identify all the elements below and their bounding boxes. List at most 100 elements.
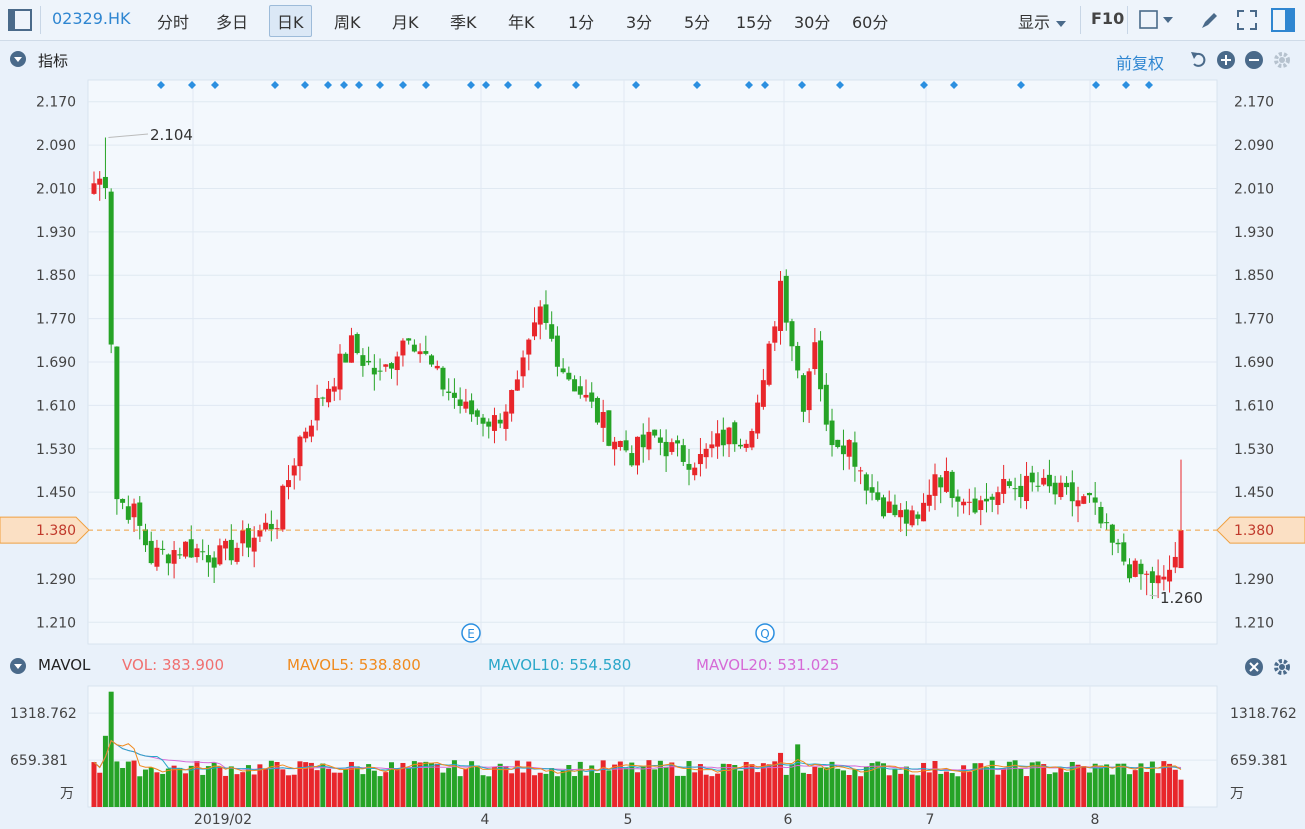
candle-body — [995, 492, 1001, 505]
volume-bar — [120, 767, 126, 807]
tab-timeshare[interactable]: 分时 — [157, 13, 190, 32]
candle-body — [1046, 474, 1052, 487]
tab-quarterly-k[interactable]: 季K — [450, 13, 477, 32]
volume-bar — [440, 772, 446, 807]
volume-bar — [749, 764, 755, 807]
volume-bar — [818, 767, 824, 807]
collapse-icon[interactable] — [10, 51, 26, 67]
candle-body — [532, 322, 538, 337]
candle-body — [331, 386, 337, 392]
candle-body — [692, 467, 698, 476]
volume-bar — [617, 761, 623, 807]
candle-body — [1161, 576, 1167, 580]
volume-bar — [583, 775, 589, 807]
event-diamond-marker — [1122, 81, 1130, 89]
brush-icon[interactable] — [1199, 9, 1221, 31]
candle-body — [1132, 560, 1138, 577]
volume-bar — [1052, 772, 1058, 807]
volume-bar — [366, 764, 372, 807]
volume-bar — [251, 774, 257, 807]
volume-bar — [543, 773, 549, 807]
zoom-out-icon[interactable] — [1244, 50, 1264, 70]
fullscreen-icon[interactable] — [1236, 9, 1258, 31]
tab-monthly-k[interactable]: 月K — [392, 13, 419, 32]
volume-bar — [589, 765, 595, 807]
y-tick-label-left: 1.210 — [36, 615, 76, 631]
volume-bar — [1121, 763, 1127, 807]
candle-body — [1075, 500, 1081, 507]
volume-bar — [1127, 774, 1133, 807]
candle-body — [286, 480, 292, 488]
square-select-icon[interactable] — [1139, 10, 1179, 30]
candle-body — [1029, 472, 1035, 483]
candle-body — [1167, 569, 1173, 582]
settings-gear-icon[interactable] — [1272, 50, 1292, 70]
candle-body — [366, 360, 372, 363]
tab-3min[interactable]: 3分 — [626, 13, 653, 32]
candle-body — [160, 548, 166, 550]
candle-body — [1024, 475, 1030, 502]
candle-body — [491, 415, 497, 431]
candle-body — [840, 445, 846, 455]
candle-body — [686, 463, 692, 470]
volume-bar — [892, 768, 898, 807]
close-volume-icon[interactable] — [1244, 657, 1264, 677]
candle-body — [102, 176, 108, 189]
tab-1min[interactable]: 1分 — [568, 13, 595, 32]
volume-bar — [652, 769, 658, 807]
stock-symbol[interactable]: 02329.HK — [52, 9, 131, 28]
volume-bar — [491, 766, 497, 807]
y-tick-label-right: 1.290 — [1234, 572, 1274, 588]
candle-body — [394, 356, 400, 371]
volume-settings-icon[interactable] — [1272, 657, 1292, 677]
event-diamond-marker — [920, 81, 928, 89]
volume-bar — [377, 776, 383, 807]
volume-indicator-label[interactable]: MAVOL — [38, 656, 91, 674]
volume-bar — [160, 773, 166, 807]
volume-bar — [308, 762, 314, 807]
tab-daily-k[interactable]: 日K — [269, 5, 312, 37]
volume-bar — [852, 769, 858, 807]
tab-5min[interactable]: 5分 — [684, 13, 711, 32]
volume-bar — [795, 744, 801, 807]
volume-bar — [286, 775, 292, 807]
tab-weekly-k[interactable]: 周K — [334, 13, 361, 32]
tab-multi-day[interactable]: 多日 — [216, 13, 249, 32]
volume-bar — [165, 768, 171, 807]
volume-bar — [932, 760, 938, 807]
candle-body — [709, 444, 715, 449]
high-label: 2.104 — [150, 126, 193, 144]
sidebar-toggle-icon[interactable] — [8, 9, 32, 31]
candle-body — [800, 375, 806, 412]
tab-60min[interactable]: 60分 — [852, 13, 889, 32]
candle-body — [1127, 564, 1133, 579]
volume-bar — [572, 776, 578, 807]
volume-bar — [171, 765, 177, 807]
candle-body — [772, 326, 778, 343]
volume-bar — [646, 760, 652, 807]
candle-body — [789, 321, 795, 347]
undo-icon[interactable] — [1189, 50, 1209, 70]
volume-bar — [961, 765, 967, 807]
adjust-mode-button[interactable]: 前复权 — [1116, 54, 1165, 73]
volume-bar — [966, 771, 972, 807]
volume-bar — [97, 772, 103, 807]
candle-body — [137, 502, 143, 526]
panel-toggle-icon[interactable] — [1271, 8, 1295, 32]
volume-collapse-icon[interactable] — [10, 658, 26, 674]
tab-30min[interactable]: 30分 — [794, 13, 831, 32]
volume-bar — [577, 761, 583, 807]
f10-button[interactable]: F10 — [1091, 9, 1125, 28]
display-menu[interactable]: 显示 — [1018, 9, 1067, 33]
event-diamond-marker — [340, 81, 348, 89]
event-diamond-marker — [324, 81, 332, 89]
volume-bar — [429, 763, 435, 807]
y-tick-label-left: 1.770 — [36, 312, 76, 328]
tab-yearly-k[interactable]: 年K — [508, 13, 535, 32]
volume-bar — [715, 773, 721, 807]
zoom-in-icon[interactable] — [1216, 50, 1236, 70]
volume-bar — [806, 773, 812, 807]
tab-15min[interactable]: 15分 — [736, 13, 773, 32]
volume-bar — [394, 768, 400, 807]
indicator-label[interactable]: 指标 — [38, 52, 69, 70]
